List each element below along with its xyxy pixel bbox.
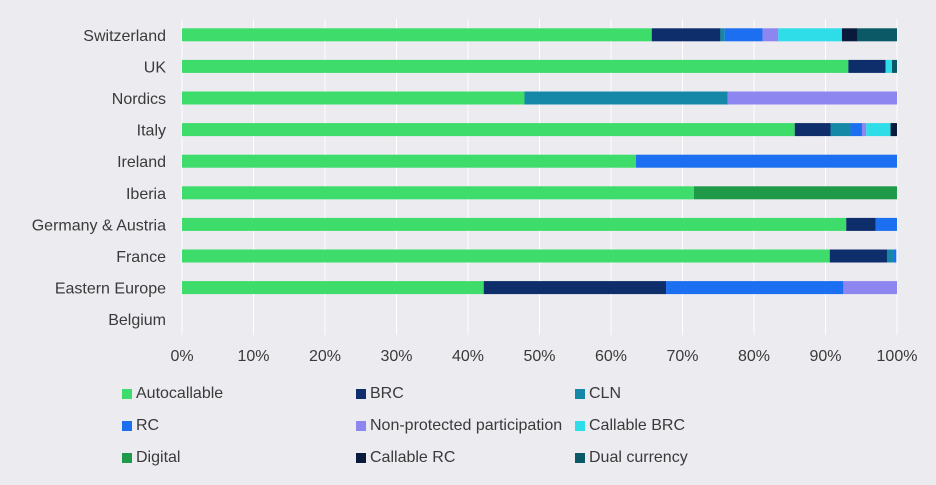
chart-legend: Autocallable BRC CLN RC Non-protected partic…: [0, 380, 936, 480]
category-label: Belgium: [108, 312, 166, 329]
legend-item: Non-protected participation: [356, 416, 562, 436]
category-label: Nordics: [112, 91, 166, 108]
legend-item: Callable BRC: [575, 416, 685, 436]
bar-segment-rc: [875, 217, 897, 231]
bar-segment-non-protected-participation: [762, 28, 779, 42]
legend-item: Dual currency: [575, 448, 688, 468]
bar-segment-autocallable: [182, 59, 849, 73]
x-tick-label: 0%: [170, 348, 193, 365]
bar-segment-brc: [483, 281, 667, 295]
bar-segment-callable-rc: [890, 123, 897, 137]
legend-label: Autocallable: [136, 385, 224, 402]
bar-segment-rc: [893, 249, 897, 263]
x-tick-label: 90%: [809, 348, 841, 365]
bar-segment-autocallable: [182, 123, 795, 137]
category-label: UK: [144, 59, 167, 76]
bar-segment-callable-brc: [885, 59, 892, 73]
legend-swatch: [575, 453, 585, 463]
bar-segment-autocallable: [182, 217, 847, 231]
category-label: Switzerland: [83, 28, 166, 45]
bar-segment-brc: [829, 249, 887, 263]
category-label: France: [116, 249, 166, 266]
legend-label: Callable BRC: [589, 417, 686, 434]
bar-segment-cln: [524, 91, 728, 105]
legend-swatch: [122, 453, 132, 463]
category-label: Germany & Austria: [32, 217, 166, 234]
legend-item: BRC: [356, 384, 404, 404]
bar-segment-brc: [794, 123, 831, 137]
bar-segment-cln: [886, 249, 894, 263]
x-tick-label: 20%: [309, 348, 341, 365]
bar-segment-brc: [846, 217, 876, 231]
legend-item: CLN: [575, 384, 621, 404]
x-tick-label: 100%: [877, 348, 918, 365]
bar-segment-callable-brc: [778, 28, 842, 42]
bar-segment-non-protected-participation: [861, 123, 867, 137]
bar-segment-autocallable: [182, 186, 694, 200]
bar-segment-non-protected-participation: [843, 281, 897, 295]
legend-swatch: [575, 421, 585, 431]
legend-item: RC: [122, 416, 159, 436]
bar-segment-cln: [830, 123, 851, 137]
bar-segment-dual-currency: [891, 59, 897, 73]
bar-segment-digital: [693, 186, 897, 200]
legend-item: Autocallable: [122, 384, 223, 404]
x-tick-label: 10%: [237, 348, 269, 365]
bar-segment-non-protected-participation: [727, 91, 897, 105]
legend-label: CLN: [589, 385, 622, 402]
x-tick-label: 30%: [380, 348, 412, 365]
category-label: Ireland: [117, 154, 166, 171]
bar-segment-brc: [651, 28, 721, 42]
stacked-bar-chart: Switzerland UK Nordics Italy Ireland Iberia Ge…: [32, 19, 918, 365]
legend-swatch: [356, 453, 366, 463]
x-tick-label: 50%: [523, 348, 555, 365]
bar-segment-rc: [666, 281, 844, 295]
legend-label: BRC: [370, 385, 404, 402]
x-tick-label: 70%: [666, 348, 698, 365]
bar-segment-rc: [850, 123, 862, 137]
bar-segment-autocallable: [182, 249, 830, 263]
category-label: Eastern Europe: [55, 281, 166, 298]
category-label: Italy: [137, 123, 166, 140]
legend-label: Callable RC: [370, 449, 456, 466]
bar-segment-autocallable: [182, 281, 484, 295]
bar-segment-brc: [848, 59, 886, 73]
legend-swatch: [122, 389, 132, 399]
x-tick-label: 60%: [595, 348, 627, 365]
x-tick-label: 40%: [452, 348, 484, 365]
bar-segment-dual-currency: [857, 28, 897, 42]
bar-segment-autocallable: [182, 91, 525, 105]
legend-item: Digital: [122, 448, 180, 468]
category-label: Iberia: [126, 186, 166, 203]
legend-swatch: [356, 421, 366, 431]
legend-label: Dual currency: [589, 449, 688, 466]
bar-segment-rc: [724, 28, 763, 42]
legend-item: Callable RC: [356, 448, 455, 468]
legend-label: Digital: [136, 449, 181, 466]
legend-label: Non-protected participation: [370, 417, 563, 434]
legend-swatch: [356, 389, 366, 399]
bar-segment-autocallable: [182, 154, 637, 168]
bar-segment-rc: [636, 154, 897, 168]
legend-label: RC: [136, 417, 160, 434]
bar-segment-autocallable: [182, 28, 652, 42]
bar-segment-callable-brc: [866, 123, 891, 137]
bar-segment-callable-rc: [841, 28, 858, 42]
x-tick-label: 80%: [738, 348, 770, 365]
legend-swatch: [575, 389, 585, 399]
legend-swatch: [122, 421, 132, 431]
bar-segment-cln: [720, 28, 725, 42]
